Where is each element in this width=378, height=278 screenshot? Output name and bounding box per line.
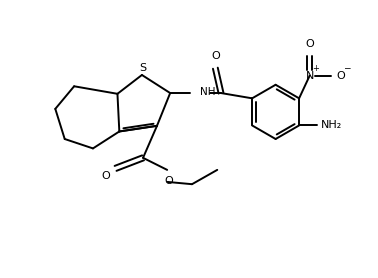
Text: NH₂: NH₂ (321, 120, 342, 130)
Text: N: N (305, 71, 314, 81)
Text: −: − (343, 64, 350, 73)
Text: O: O (164, 175, 173, 185)
Text: NH: NH (200, 87, 216, 97)
Text: O: O (305, 39, 314, 49)
Text: O: O (336, 71, 345, 81)
Text: O: O (102, 172, 110, 181)
Text: O: O (211, 51, 220, 61)
Text: S: S (139, 63, 146, 73)
Text: +: + (312, 64, 319, 73)
